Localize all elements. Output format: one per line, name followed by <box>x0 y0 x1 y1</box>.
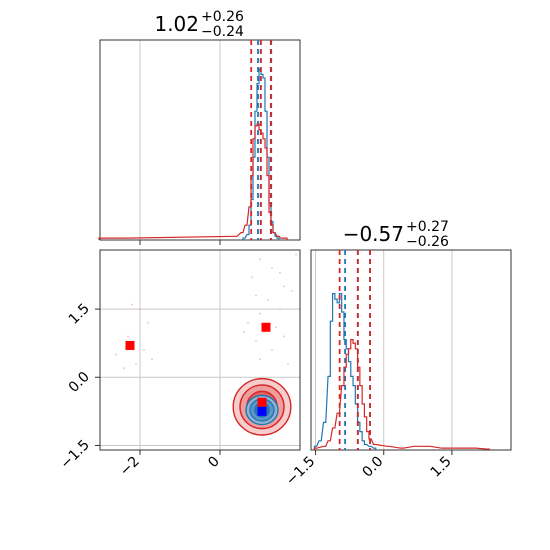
right-hist-frame <box>310 249 512 451</box>
truth-marker-0 <box>125 340 135 350</box>
scatter-point-28 <box>279 271 281 274</box>
scatter-point-27 <box>243 330 245 333</box>
right-hist-xtick-label-0: −1.5 <box>283 454 318 489</box>
bottom-right-histogram-panel: −1.5 0.0 1.5 −0.57 +0.27−0.26 <box>283 219 512 489</box>
scatter-point-12 <box>255 340 257 342</box>
truth-marker-2 <box>257 397 267 407</box>
scatter-point-25 <box>295 253 297 256</box>
scatter-point-21 <box>123 367 125 370</box>
scatter-point-7 <box>259 312 261 315</box>
top-hist-title-lower: −0.24 <box>201 24 244 40</box>
top-left-histogram-panel: 1.02 +0.26−0.24 <box>98 9 301 245</box>
right-hist-xtick-label-2: 1.5 <box>428 454 455 481</box>
scatter-point-3 <box>283 285 285 288</box>
contour-ytick-label-2: 1.5 <box>66 301 93 328</box>
scatter-point-11 <box>283 335 285 338</box>
contour-ytick-label-1: 0.0 <box>66 369 93 396</box>
contour-ytick-label-0: −1.5 <box>57 437 92 472</box>
scatter-point-18 <box>143 349 145 351</box>
top-hist-title-value: 1.02 <box>154 12 199 36</box>
scatter-point-2 <box>251 276 253 279</box>
scatter-point-23 <box>131 303 133 306</box>
scatter-point-26 <box>291 290 293 292</box>
right-hist-series-1-step <box>313 339 491 450</box>
scatter-point-1 <box>271 267 273 270</box>
right-hist-title-upper: +0.27 <box>406 219 449 235</box>
truth-marker-1 <box>261 322 271 332</box>
scatter-point-17 <box>127 335 129 338</box>
scatter-point-15 <box>287 362 289 365</box>
top-hist-series-1-step <box>98 123 288 240</box>
scatter-point-8 <box>247 321 249 324</box>
scatter-point-4 <box>255 294 257 297</box>
contour-xtick-label-1: 0 <box>205 454 223 472</box>
scatter-point-14 <box>259 358 261 360</box>
scatter-point-13 <box>271 349 273 351</box>
bottom-left-contour-panel: −2 0 −1.5 0.0 1.5 <box>57 249 301 480</box>
top-hist-title-upper: +0.26 <box>201 9 244 25</box>
scatter-point-16 <box>139 308 141 310</box>
scatter-point-24 <box>151 358 153 360</box>
right-hist-series-0-step <box>313 293 377 450</box>
right-hist-xtick-label-1: 0.0 <box>359 454 386 481</box>
right-hist-title-value: −0.57 <box>343 222 404 246</box>
scatter-point-5 <box>267 299 269 301</box>
scatter-point-20 <box>135 362 137 365</box>
contour-plot-area <box>100 250 300 450</box>
scatter-point-22 <box>147 321 149 324</box>
right-hist-title-lower: −0.26 <box>406 234 449 250</box>
contour-frame <box>99 249 301 451</box>
scatter-point-19 <box>115 353 117 356</box>
contour-xtick-label-0: −2 <box>117 454 143 480</box>
estimate-marker <box>257 406 267 416</box>
scatter-point-0 <box>259 258 261 260</box>
scatter-point-6 <box>279 308 281 310</box>
scatter-point-9 <box>275 326 277 329</box>
top-hist-frame <box>99 39 301 241</box>
